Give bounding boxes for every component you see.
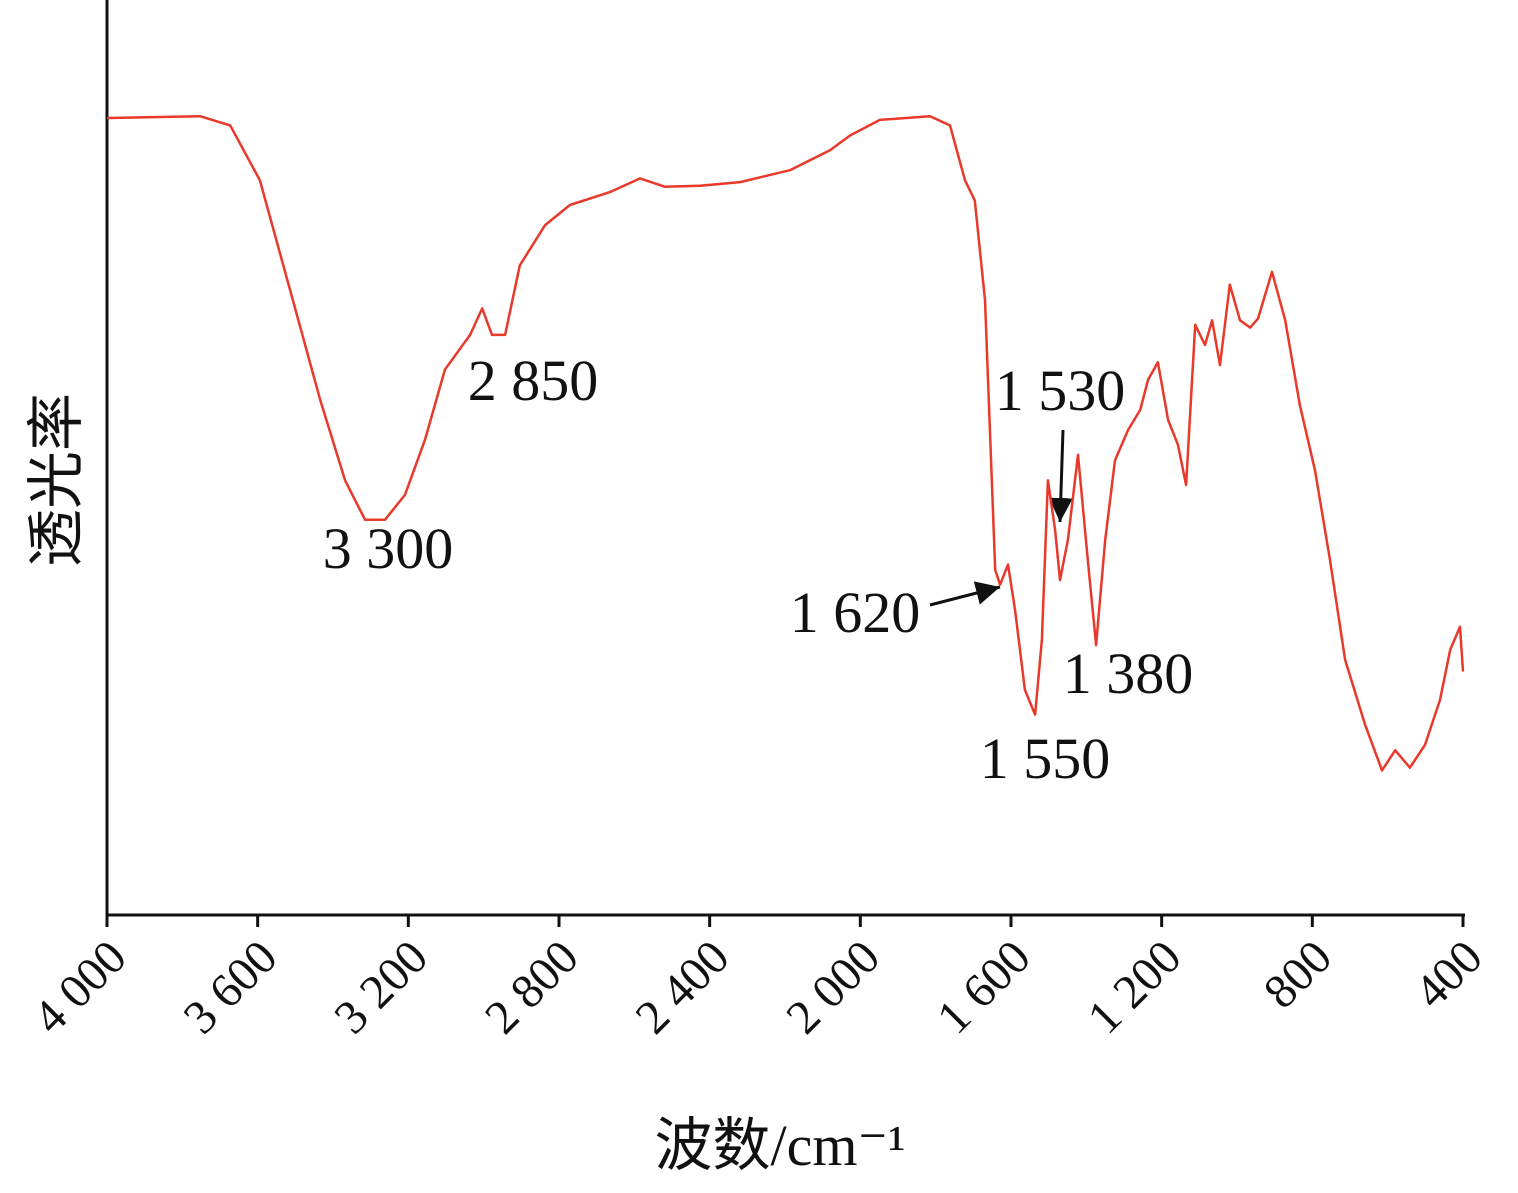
peak-label: 3 300 [323,516,454,581]
x-tick-label: 2 800 [475,930,589,1044]
arrow [929,581,1001,607]
spectrum-line [106,114,1465,772]
x-tick-label: 1 200 [1078,930,1192,1044]
arrow [1048,429,1073,523]
peak-label: 2 850 [468,348,599,413]
x-tick-label: 3 600 [174,930,288,1044]
y-axis-label: 透光率 [24,393,89,567]
peak-label: 1 530 [995,358,1126,423]
x-tick-label: 3 200 [324,930,438,1044]
x-tick-label: 1 600 [927,930,1041,1044]
peak-label: 1 620 [790,580,921,645]
x-tick-label: 2 000 [776,930,890,1044]
x-tick-label: 400 [1404,930,1492,1018]
x-tick-label: 4 000 [23,930,137,1044]
x-tick-label: 2 400 [626,930,740,1044]
peak-label: 1 380 [1063,641,1194,706]
x-axis-label: 波数/cm⁻¹ [655,1113,906,1178]
x-tick-label: 800 [1254,930,1342,1018]
peak-label: 1 550 [980,726,1111,791]
